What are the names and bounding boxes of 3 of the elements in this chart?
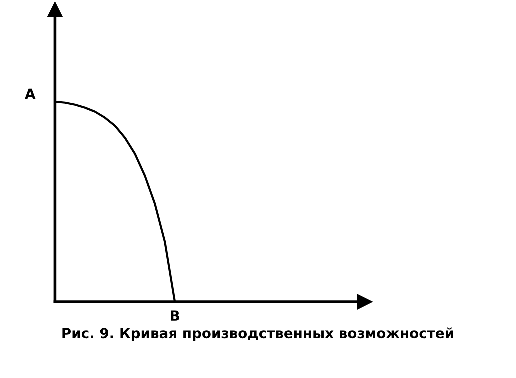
text: A xyxy=(25,88,36,99)
text: Рис. 9. Кривая производственных возможностей xyxy=(62,328,454,342)
text: B xyxy=(171,310,180,321)
